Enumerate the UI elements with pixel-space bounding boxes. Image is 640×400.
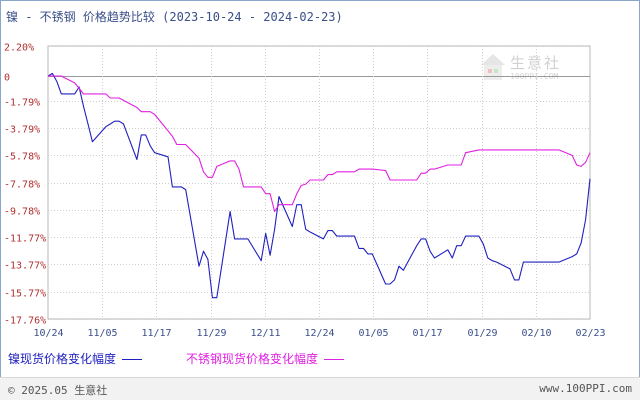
x-tick-label: 01/05 (358, 328, 388, 339)
y-tick-label: -17.76% (4, 316, 46, 327)
legend: 镍现货价格变化幅度 不锈钢现货价格变化幅度 (0, 350, 640, 370)
x-tick-label: 01/29 (467, 328, 497, 339)
series-lines (47, 72, 591, 299)
y-tick-label: -1.79% (4, 98, 40, 109)
chart-title: 镍 - 不锈钢 价格趋势比较 (2023-10-24 - 2024-02-23) (6, 8, 343, 25)
y-tick-label: -13.77% (4, 261, 46, 272)
x-tick-label: 11/29 (196, 328, 226, 339)
plot-area-border (47, 45, 591, 320)
y-tick-label: -7.78% (4, 180, 40, 191)
nickel-line (47, 72, 591, 299)
title-text: 镍 - 不锈钢 价格趋势比较 (6, 10, 155, 24)
watermark-text: 生意社 (510, 54, 562, 72)
legend-label-stainless: 不锈钢现货价格变化幅度 (186, 352, 319, 366)
x-tick-label: 12/24 (304, 328, 334, 339)
x-tick-label: 10/24 (33, 328, 63, 339)
x-axis-ticks: 10/24 11/05 11/17 11/29 12/11 12/24 01/05 01/17… (33, 328, 605, 339)
grid (47, 45, 591, 320)
x-tick-label: 11/05 (87, 328, 117, 339)
y-tick-label: -3.79% (4, 125, 40, 136)
y-axis-ticks: 2.20% 0 -1.79% -3.79% -5.78% -7.78% -9.78% -11.… (4, 43, 46, 327)
y-tick-label: -11.77% (4, 234, 46, 245)
legend-label-nickel: 镍现货价格变化幅度 (8, 352, 117, 366)
x-tick-label: 11/17 (141, 328, 171, 339)
x-tick-label: 01/17 (412, 328, 442, 339)
x-tick-label: 12/11 (250, 328, 280, 339)
x-tick-label: 02/23 (575, 328, 605, 339)
y-tick-label: 0 (4, 73, 10, 84)
legend-swatch-nickel (122, 359, 143, 360)
y-tick-label: -15.77% (4, 289, 46, 300)
footer-website[interactable]: www.100PPI.com (539, 382, 632, 395)
footer: © 2025.05 生意社 www.100PPI.com (0, 377, 640, 400)
y-tick-label: -5.78% (4, 152, 40, 163)
legend-item-nickel: 镍现货价格变化幅度 (8, 350, 143, 367)
stainless-steel-line (48, 75, 591, 213)
y-tick-label: -9.78% (4, 207, 40, 218)
date-range: (2023-10-24 - 2024-02-23) (162, 10, 343, 24)
legend-swatch-stainless (324, 359, 345, 360)
x-tick-label: 02/10 (521, 328, 551, 339)
legend-item-stainless: 不锈钢现货价格变化幅度 (186, 350, 345, 367)
footer-copyright: © 2025.05 生意社 (8, 384, 108, 397)
y-tick-label: 2.20% (4, 43, 34, 54)
